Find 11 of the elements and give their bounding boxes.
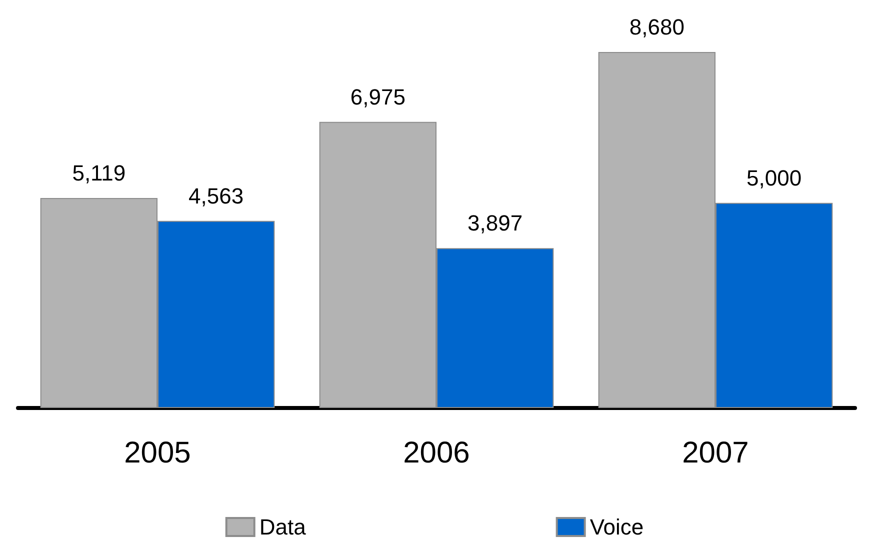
- data-label: 8,680: [629, 14, 684, 40]
- x-tick-label: 2007: [682, 436, 749, 470]
- data-label: 4,563: [188, 183, 244, 208]
- legend-label: Voice: [590, 514, 644, 540]
- data-label: 5,000: [746, 165, 802, 190]
- data-label: 5,119: [72, 160, 126, 186]
- x-tick-label: 2005: [124, 436, 191, 470]
- x-tick-label: 2006: [403, 436, 470, 470]
- legend-label: Data: [259, 514, 307, 540]
- data-label: 3,897: [468, 210, 523, 236]
- data-label: 6,975: [350, 84, 406, 110]
